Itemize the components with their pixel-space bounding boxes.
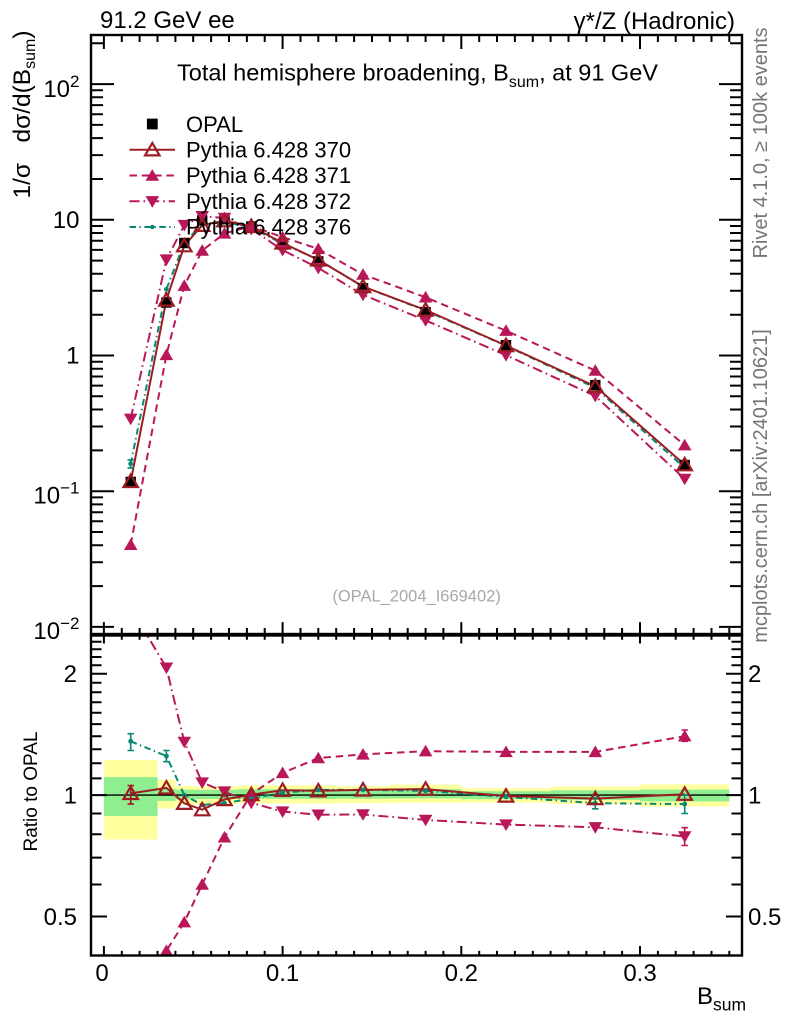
svg-text:0.1: 0.1 xyxy=(266,960,299,987)
svg-text:Pythia 6.428 376: Pythia 6.428 376 xyxy=(186,215,351,240)
svg-text:2: 2 xyxy=(748,661,761,688)
svg-text:0: 0 xyxy=(95,960,108,987)
svg-text:Ratio to OPAL: Ratio to OPAL xyxy=(21,731,42,851)
svg-text:mcplots.cern.ch [arXiv:2401.10: mcplots.cern.ch [arXiv:2401.10621] xyxy=(750,329,772,643)
svg-text:0.3: 0.3 xyxy=(623,960,656,987)
svg-text:2: 2 xyxy=(64,661,77,688)
svg-text:0.2: 0.2 xyxy=(445,960,478,987)
svg-text:0.5: 0.5 xyxy=(748,904,781,931)
svg-text:Total hemisphere broadening, B: Total hemisphere broadening, Bsum, at 91… xyxy=(177,59,658,91)
svg-text:(OPAL_2004_I669402): (OPAL_2004_I669402) xyxy=(332,588,501,606)
svg-text:OPAL: OPAL xyxy=(186,112,243,137)
svg-text:10: 10 xyxy=(53,207,80,234)
svg-text:Pythia 6.428 370: Pythia 6.428 370 xyxy=(186,137,351,162)
svg-text:Rivet 4.1.0, ≥ 100k events: Rivet 4.1.0, ≥ 100k events xyxy=(750,27,772,258)
svg-text:γ*/Z (Hadronic): γ*/Z (Hadronic) xyxy=(574,8,735,35)
svg-text:Pythia 6.428 372: Pythia 6.428 372 xyxy=(186,189,351,214)
svg-text:1: 1 xyxy=(66,343,79,370)
svg-text:1: 1 xyxy=(64,783,77,810)
svg-text:91.2 GeV ee: 91.2 GeV ee xyxy=(100,7,235,34)
svg-text:Pythia 6.428 371: Pythia 6.428 371 xyxy=(186,163,351,188)
svg-text:1: 1 xyxy=(748,783,761,810)
svg-text:0.5: 0.5 xyxy=(44,904,77,931)
